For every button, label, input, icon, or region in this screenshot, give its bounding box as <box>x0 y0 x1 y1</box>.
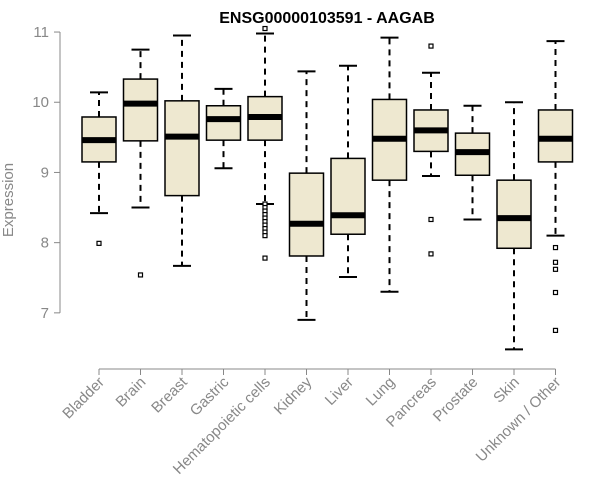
x-tick-label: Breast <box>148 373 191 416</box>
box-5 <box>288 70 325 321</box>
iqr-box <box>205 105 242 141</box>
outlier-point <box>428 43 434 49</box>
outlier-point <box>262 25 268 32</box>
outlier-point <box>96 240 102 246</box>
x-tick-label: Skin <box>490 374 523 407</box>
x-tick-label: Kidney <box>271 373 316 418</box>
box-0 <box>81 91 117 246</box>
x-tick-label: Liver <box>322 374 357 409</box>
box-8 <box>413 43 449 257</box>
iqr-box <box>164 100 200 197</box>
iqr-box <box>288 172 325 257</box>
iqr-box <box>330 157 366 235</box>
y-tick-label: 8 <box>41 235 49 252</box>
box-11 <box>537 40 574 334</box>
y-tick-label: 7 <box>41 305 49 322</box>
y-tick-label: 11 <box>33 24 49 41</box>
outlier-point <box>552 266 559 272</box>
box-9 <box>454 104 491 221</box>
y-tick-label: 9 <box>41 164 49 181</box>
outlier-point <box>552 244 559 251</box>
outlier-point <box>262 233 268 239</box>
x-tick-label: Prostate <box>430 374 482 426</box>
outlier-point <box>262 255 268 261</box>
x-tick-label: Bladder <box>59 374 108 423</box>
x-tick-label: Brain <box>113 374 150 411</box>
chart-title: ENSG00000103591 - AAGAB <box>219 10 435 27</box>
boxes-group <box>81 25 574 351</box>
box-3 <box>205 87 242 170</box>
outlier-point <box>552 289 559 296</box>
box-6 <box>330 64 366 279</box>
box-1 <box>122 48 159 278</box>
outlier-point <box>428 251 434 257</box>
box-7 <box>371 36 408 293</box>
iqr-box <box>122 78 159 142</box>
y-tick-label: 10 <box>32 94 49 111</box>
box-2 <box>164 34 200 267</box>
outlier-point <box>552 259 559 265</box>
y-axis: 7 8 9 10 11 <box>32 24 61 322</box>
outlier-point <box>552 327 559 334</box>
outlier-point <box>137 272 144 278</box>
iqr-box <box>496 179 532 250</box>
box-4 <box>247 25 283 261</box>
y-axis-label: Expression <box>0 163 17 237</box>
box-10 <box>496 101 532 351</box>
outlier-point <box>428 216 434 223</box>
x-tick-label: Lung <box>363 374 399 410</box>
